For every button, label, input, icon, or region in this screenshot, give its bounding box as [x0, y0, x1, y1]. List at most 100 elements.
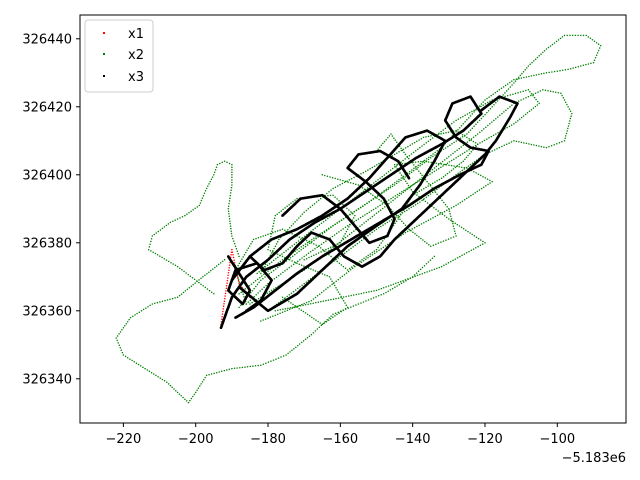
data-point: [478, 119, 481, 122]
data-point: [403, 189, 405, 192]
data-point: [395, 214, 398, 217]
data-point: [355, 219, 358, 222]
data-point: [470, 151, 473, 153]
data-point: [232, 256, 235, 259]
data-point: [419, 201, 421, 203]
data-point: [535, 98, 537, 101]
data-point: [231, 367, 233, 370]
data-point: [246, 249, 248, 252]
data-point: [595, 41, 598, 44]
data-point: [198, 281, 200, 284]
data-point: [520, 116, 523, 119]
data-point: [442, 132, 445, 134]
data-point: [272, 231, 274, 234]
data-point: [443, 201, 445, 204]
data-point: [377, 295, 380, 297]
data-point: [427, 219, 430, 221]
y-tick-label: 326440: [22, 32, 72, 47]
data-point: [229, 225, 232, 227]
data-point: [457, 203, 459, 205]
data-point: [262, 319, 264, 321]
data-point: [280, 210, 282, 212]
data-point: [353, 220, 355, 223]
data-point: [418, 180, 420, 182]
data-point: [393, 184, 396, 186]
data-point: [173, 388, 175, 390]
data-point: [118, 344, 121, 347]
data-point: [197, 387, 200, 389]
data-point: [277, 309, 279, 312]
data-point: [532, 107, 535, 109]
data-point: [313, 202, 316, 205]
data-point: [489, 100, 491, 103]
data-point: [186, 288, 189, 291]
data-point: [422, 136, 425, 139]
data-point: [427, 194, 430, 197]
data-point: [283, 251, 285, 254]
data-point: [456, 149, 458, 151]
data-point: [563, 140, 566, 142]
data-point: [469, 163, 472, 166]
data-point: [409, 144, 411, 146]
data-point: [438, 162, 440, 165]
legend: x1 x2 x3: [84, 19, 154, 93]
data-point: [342, 300, 345, 302]
data-point: [314, 296, 317, 299]
data-point: [306, 241, 309, 244]
data-point: [167, 383, 170, 385]
data-point: [298, 304, 301, 307]
data-point: [493, 119, 495, 122]
data-point: [430, 161, 432, 164]
data-point: [385, 189, 387, 192]
data-point: [392, 210, 394, 213]
data-point: [467, 165, 470, 167]
data-point: [237, 264, 239, 267]
data-point: [276, 230, 279, 232]
data-point: [170, 261, 172, 264]
data-point: [305, 301, 308, 304]
data-point: [380, 242, 382, 244]
data-point: [417, 164, 419, 166]
data-point: [413, 141, 416, 144]
data-point: [184, 214, 186, 217]
data-point: [278, 238, 280, 241]
legend-marker-x1: [103, 32, 105, 34]
data-point: [464, 121, 466, 123]
data-point: [337, 278, 340, 281]
data-point: [472, 140, 475, 143]
data-point: [272, 249, 274, 252]
data-point: [251, 289, 254, 292]
data-point: [287, 248, 289, 250]
data-point: [163, 380, 166, 382]
data-point: [188, 211, 190, 214]
data-point: [398, 151, 400, 153]
data-point: [478, 105, 481, 107]
data-point: [553, 70, 556, 73]
data-point: [227, 208, 230, 210]
data-point: [358, 241, 361, 243]
data-point: [384, 245, 387, 247]
data-point: [273, 278, 276, 280]
data-point: [570, 115, 572, 117]
data-point: [430, 154, 432, 157]
data-point: [413, 167, 415, 170]
data-point: [562, 96, 565, 99]
data-point: [429, 245, 432, 247]
data-point: [377, 210, 380, 213]
data-point: [347, 270, 350, 273]
data-point: [491, 180, 493, 183]
data-point: [496, 90, 499, 93]
data-point: [387, 285, 390, 287]
data-point: [572, 67, 574, 69]
data-point: [496, 147, 498, 150]
data-point: [169, 298, 171, 300]
data-point: [360, 239, 363, 242]
data-point: [444, 203, 447, 206]
data-point: [196, 280, 198, 282]
data-point: [352, 217, 355, 219]
data-point: [417, 180, 419, 182]
data-point: [489, 179, 491, 182]
data-point: [210, 291, 213, 293]
data-point: [440, 166, 442, 169]
data-point: [419, 178, 421, 181]
